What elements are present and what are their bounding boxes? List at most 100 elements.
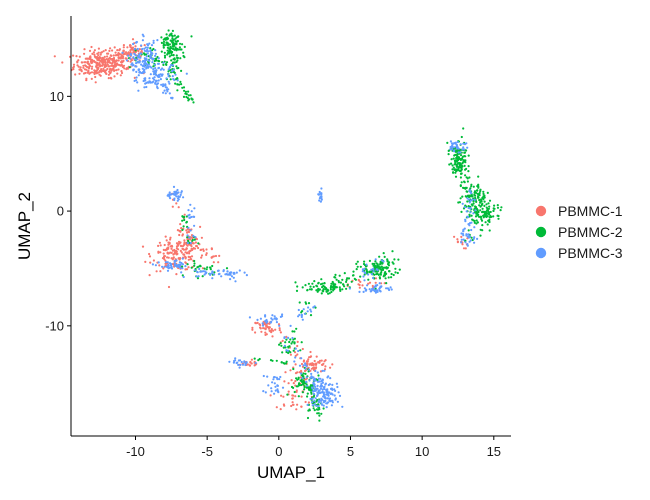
data-point — [136, 47, 139, 51]
data-point — [287, 390, 290, 393]
data-point — [334, 283, 337, 286]
data-point — [200, 256, 203, 259]
data-point — [217, 269, 220, 272]
data-point — [85, 57, 88, 60]
data-point — [500, 206, 503, 209]
data-point — [146, 52, 149, 55]
data-point — [183, 215, 186, 219]
data-point — [75, 55, 78, 58]
data-point — [317, 412, 320, 415]
data-point — [331, 383, 334, 386]
data-point — [82, 66, 85, 69]
data-point — [72, 68, 75, 71]
data-point — [307, 306, 310, 309]
data-point — [166, 41, 169, 44]
data-point — [305, 380, 308, 383]
data-point — [328, 397, 332, 400]
data-point — [483, 200, 486, 203]
data-point — [159, 68, 162, 71]
data-point — [357, 278, 360, 282]
data-point — [259, 324, 262, 327]
data-point — [335, 382, 338, 385]
data-point — [320, 359, 323, 362]
data-point — [270, 387, 273, 390]
data-point — [285, 335, 288, 338]
data-point — [386, 260, 389, 263]
data-point — [292, 367, 295, 371]
data-point — [456, 145, 459, 148]
data-point — [471, 218, 474, 221]
data-point — [129, 57, 132, 60]
data-point — [482, 216, 485, 219]
data-point — [294, 372, 298, 375]
data-point — [94, 81, 97, 84]
data-point — [300, 383, 303, 387]
data-point — [177, 206, 180, 209]
data-point — [300, 314, 303, 317]
data-point — [326, 388, 329, 391]
data-point — [464, 155, 467, 158]
data-point — [228, 272, 231, 275]
data-point — [153, 76, 156, 79]
data-point — [168, 191, 171, 194]
data-point — [277, 323, 281, 326]
data-point — [470, 228, 473, 232]
data-point — [162, 63, 165, 66]
data-point — [181, 43, 184, 46]
data-point — [186, 244, 189, 247]
data-point — [118, 48, 121, 51]
data-point — [103, 59, 107, 62]
data-point — [189, 203, 192, 206]
data-point — [467, 233, 470, 236]
data-point — [188, 250, 191, 253]
data-point — [331, 280, 334, 284]
data-point — [311, 376, 314, 379]
data-point — [452, 166, 455, 169]
data-point — [120, 60, 123, 63]
data-point — [137, 89, 140, 92]
data-point — [469, 189, 472, 192]
data-point — [460, 232, 463, 235]
data-point — [457, 151, 460, 154]
data-point — [289, 324, 292, 327]
data-point — [264, 391, 267, 394]
data-point — [187, 258, 190, 261]
data-point — [170, 63, 173, 67]
data-point — [302, 379, 305, 382]
data-point — [460, 235, 463, 238]
data-point — [462, 238, 465, 241]
data-point — [362, 290, 365, 293]
data-point — [320, 195, 323, 198]
data-point — [464, 239, 467, 242]
data-point — [140, 50, 143, 53]
points-layer — [53, 29, 503, 422]
data-point — [492, 207, 495, 210]
data-point — [295, 408, 298, 411]
data-point — [304, 367, 307, 370]
data-point — [234, 357, 237, 360]
data-point — [473, 241, 476, 244]
data-point — [169, 264, 173, 267]
data-point — [89, 55, 92, 58]
data-point — [372, 268, 375, 271]
data-point — [91, 52, 94, 56]
data-point — [463, 164, 466, 167]
data-point — [160, 83, 163, 86]
data-point — [479, 215, 482, 218]
data-point — [304, 362, 307, 365]
data-point — [479, 201, 482, 204]
data-point — [477, 175, 480, 178]
data-point — [317, 193, 320, 196]
data-point — [300, 362, 304, 366]
data-point — [278, 329, 281, 332]
data-point — [363, 267, 366, 271]
data-point — [327, 383, 330, 387]
data-point — [267, 327, 271, 330]
data-point — [107, 65, 110, 68]
data-point — [290, 404, 293, 408]
data-point — [140, 44, 143, 47]
data-point — [387, 262, 390, 265]
data-point — [496, 204, 499, 207]
data-point — [100, 51, 103, 54]
data-point — [61, 61, 64, 64]
